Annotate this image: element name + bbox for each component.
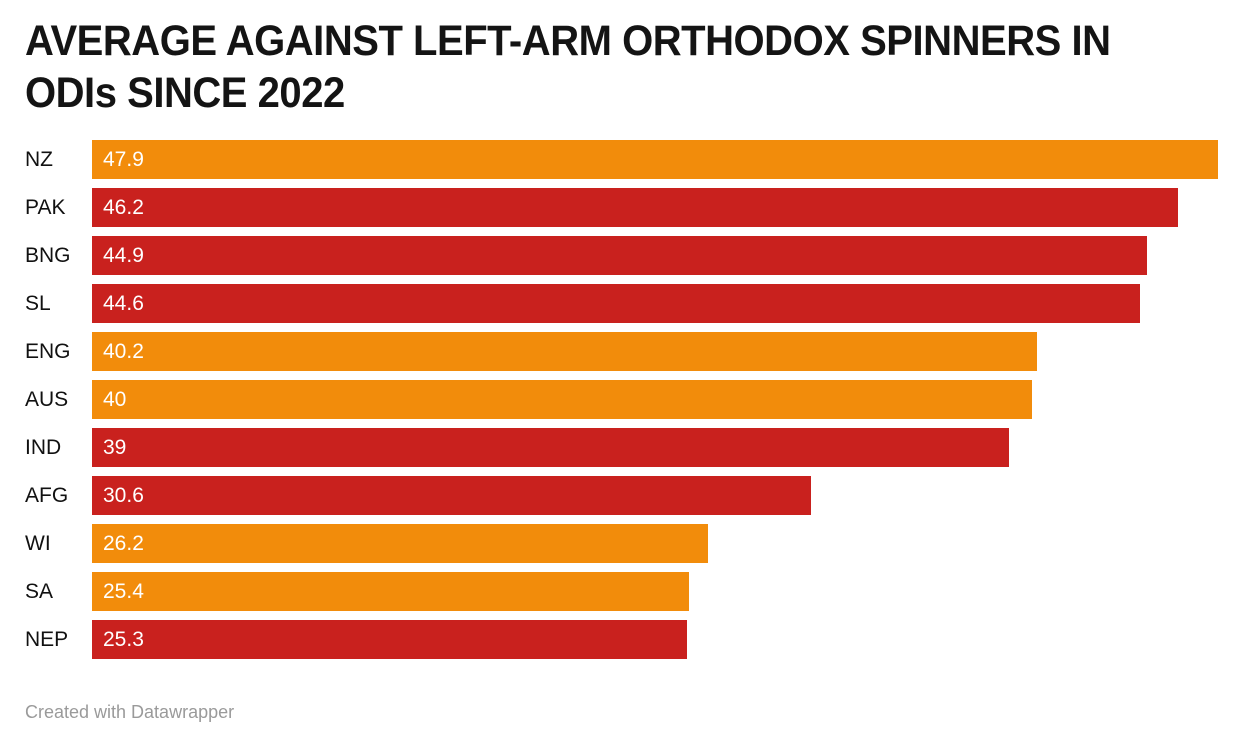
bar-row: SL 44.6 <box>25 284 1218 323</box>
category-label: PAK <box>25 196 66 219</box>
bar: 44.9 <box>92 236 1148 275</box>
category-label: SL <box>25 292 51 315</box>
category-label: SA <box>25 580 54 603</box>
value-label: 30.6 <box>103 483 144 507</box>
bar-row: IND 39 <box>25 428 1218 467</box>
bar-track: 47.9 <box>92 140 1218 179</box>
category-label: NEP <box>25 628 69 651</box>
bar-row: AUS 40 <box>25 380 1218 419</box>
bar: 30.6 <box>92 476 812 515</box>
bar: 26.2 <box>92 524 708 563</box>
value-label: 40.2 <box>103 339 144 363</box>
bar-track: 40.2 <box>92 332 1218 371</box>
bar-row: NZ 47.9 <box>25 140 1218 179</box>
value-label: 25.4 <box>103 579 144 603</box>
page-title-line-1: AVERAGE AGAINST LEFT-ARM ORTHODOX SPINNE… <box>25 17 1111 65</box>
bar-track: 25.4 <box>92 572 1218 611</box>
bar: 25.3 <box>92 620 687 659</box>
category-label: AUS <box>25 388 69 411</box>
bar: 39 <box>92 428 1009 467</box>
category-label: WI <box>25 532 51 555</box>
category-label: NZ <box>25 148 53 171</box>
value-label: 39 <box>103 435 127 459</box>
bar: 40.2 <box>92 332 1037 371</box>
bar-row: AFG 30.6 <box>25 476 1218 515</box>
category-label: AFG <box>25 484 69 507</box>
bar-track: 44.6 <box>92 284 1218 323</box>
bar: 46.2 <box>92 188 1179 227</box>
category-label: BNG <box>25 244 71 267</box>
chart-header: AVERAGE AGAINST LEFT-ARM ORTHODOX SPINNE… <box>25 15 1192 119</box>
datawrapper-credit-link[interactable]: Created with Datawrapper <box>25 702 235 722</box>
bar-track: 30.6 <box>92 476 1218 515</box>
value-label: 47.9 <box>103 147 144 171</box>
bar: 25.4 <box>92 572 690 611</box>
category-label: ENG <box>25 340 71 363</box>
bar-row: BNG 44.9 <box>25 236 1218 275</box>
bar-track: 44.9 <box>92 236 1218 275</box>
value-label: 44.9 <box>103 243 144 267</box>
bar-row: PAK 46.2 <box>25 188 1218 227</box>
value-label: 25.3 <box>103 627 144 651</box>
bar-row: SA 25.4 <box>25 572 1218 611</box>
bar: 44.6 <box>92 284 1141 323</box>
bar: 40 <box>92 380 1033 419</box>
bar-row: NEP 25.3 <box>25 620 1218 659</box>
bar-chart: NZ 47.9 PAK 46.2 BNG 44.9 <box>25 140 1218 668</box>
bar-track: 26.2 <box>92 524 1218 563</box>
bar-track: 40 <box>92 380 1218 419</box>
bar-row: ENG 40.2 <box>25 332 1218 371</box>
category-label: IND <box>25 436 62 459</box>
bar: 47.9 <box>92 140 1218 179</box>
page-title-line-2: ODIs SINCE 2022 <box>25 69 345 117</box>
value-label: 40 <box>103 387 127 411</box>
value-label: 44.6 <box>103 291 144 315</box>
bar-row: WI 26.2 <box>25 524 1218 563</box>
bar-track: 46.2 <box>92 188 1218 227</box>
value-label: 26.2 <box>103 531 144 555</box>
bar-track: 39 <box>92 428 1218 467</box>
bar-track: 25.3 <box>92 620 1218 659</box>
value-label: 46.2 <box>103 195 144 219</box>
